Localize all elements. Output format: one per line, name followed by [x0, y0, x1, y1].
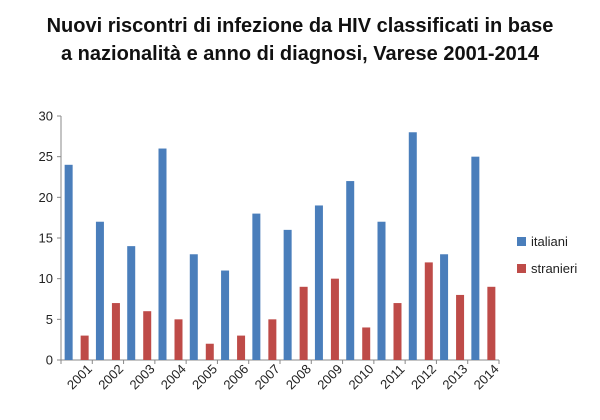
- x-tick-label: 2014: [471, 361, 502, 392]
- y-tick-label: 20: [39, 190, 53, 205]
- legend-swatch-stranieri: [517, 264, 526, 273]
- bar-italiani-2010: [346, 181, 355, 360]
- x-tick-label: 2001: [64, 361, 95, 392]
- bar-italiani-2008: [283, 229, 292, 360]
- chart-title-line-2: a nazionalità e anno di diagnosi, Varese…: [61, 43, 539, 65]
- bar-italiani-2013: [440, 254, 449, 360]
- x-tick-label: 2009: [314, 361, 345, 392]
- bar-stranieri-2012: [424, 262, 433, 360]
- bar-stranieri-2014: [487, 286, 496, 360]
- x-tick-label: 2002: [95, 361, 126, 392]
- bar-italiani-2002: [95, 221, 104, 360]
- bar-stranieri-2009: [330, 278, 339, 360]
- bar-stranieri-2003: [143, 311, 152, 360]
- bar-stranieri-2010: [362, 327, 371, 360]
- legend-swatch-italiani: [517, 237, 526, 246]
- x-tick-label: 2008: [283, 361, 314, 392]
- x-tick-label: 2010: [346, 361, 377, 392]
- bar-italiani-2004: [158, 148, 167, 360]
- legend-label-italiani: italiani: [531, 234, 568, 249]
- chart-title: Nuovi riscontri di infezione da HIV clas…: [0, 12, 600, 68]
- bar-italiani-2006: [221, 270, 230, 360]
- bar-italiani-2014: [471, 156, 480, 360]
- bar-stranieri-2004: [174, 319, 183, 360]
- y-tick-label: 10: [39, 271, 53, 286]
- chart-title-line-1: Nuovi riscontri di infezione da HIV clas…: [46, 15, 554, 37]
- y-tick-label: 0: [46, 353, 53, 368]
- bar-italiani-2001: [64, 164, 73, 360]
- bar-italiani-2011: [377, 221, 386, 360]
- x-tick-label: 2006: [220, 361, 251, 392]
- x-tick-label: 2003: [127, 361, 158, 392]
- y-tick-label: 25: [39, 149, 53, 164]
- bar-stranieri-2011: [393, 303, 402, 360]
- bar-stranieri-2006: [237, 335, 246, 360]
- bar-stranieri-2001: [80, 335, 89, 360]
- x-tick-label: 2013: [439, 361, 470, 392]
- bar-italiani-2009: [314, 205, 323, 360]
- bar-stranieri-2007: [268, 319, 277, 360]
- x-tick-label: 2007: [252, 361, 283, 392]
- bar-stranieri-2005: [205, 343, 214, 360]
- bar-stranieri-2008: [299, 286, 308, 360]
- x-tick-label: 2005: [189, 361, 220, 392]
- bar-italiani-2003: [127, 246, 136, 360]
- bar-italiani-2007: [252, 213, 261, 360]
- legend-label-stranieri: stranieri: [531, 261, 577, 276]
- y-tick-label: 30: [39, 109, 53, 124]
- x-tick-label: 2012: [408, 361, 439, 392]
- y-tick-label: 5: [46, 312, 53, 327]
- x-tick-label: 2004: [158, 361, 189, 392]
- bar-italiani-2005: [189, 254, 198, 360]
- bar-stranieri-2002: [111, 303, 120, 360]
- bar-stranieri-2013: [456, 294, 465, 360]
- x-tick-label: 2011: [377, 362, 407, 392]
- bar-italiani-2012: [408, 132, 417, 360]
- y-tick-label: 15: [39, 231, 53, 246]
